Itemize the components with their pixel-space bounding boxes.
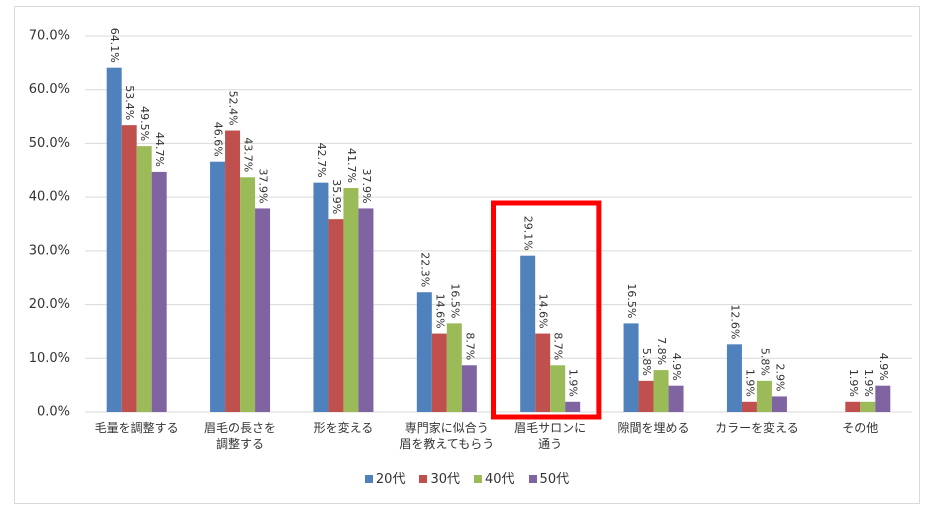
y-tick-label: 0.0%: [37, 405, 70, 420]
y-tick-label: 60.0%: [29, 82, 70, 97]
legend-label: 20代: [375, 472, 406, 487]
x-tick-label: 毛量を調整する: [94, 421, 179, 435]
bar: [860, 401, 876, 412]
bar: [431, 333, 447, 412]
value-label: 64.1%: [108, 28, 121, 63]
value-label: 5.8%: [758, 348, 771, 376]
bar: [845, 401, 861, 412]
bar: [875, 385, 891, 412]
bar: [106, 67, 122, 412]
x-tick-label: カラーを変える: [715, 421, 799, 435]
value-label: 46.6%: [212, 122, 225, 157]
value-label: 49.5%: [138, 106, 151, 141]
value-label: 41.7%: [345, 148, 358, 183]
y-tick-label: 40.0%: [29, 190, 70, 205]
legend-swatch: [364, 475, 373, 483]
legend-swatch: [528, 475, 537, 483]
value-label: 2.9%: [773, 363, 786, 391]
bar: [756, 380, 772, 412]
bar: [771, 396, 787, 412]
legend: 20代 30代 40代 50代: [0, 468, 934, 487]
bar: [328, 219, 344, 412]
y-tick-label: 70.0%: [29, 29, 70, 44]
bar: [638, 380, 654, 412]
value-label: 1.9%: [743, 369, 756, 397]
value-label: 7.8%: [655, 337, 668, 365]
value-label: 5.8%: [640, 348, 653, 376]
bar: [255, 208, 271, 412]
legend-item: 40代: [474, 468, 515, 487]
value-label: 1.9%: [567, 369, 580, 397]
bar: [136, 146, 152, 412]
bar: [121, 125, 137, 412]
value-label: 44.7%: [153, 132, 166, 167]
bar: [240, 177, 256, 412]
chart-frame: [14, 6, 920, 504]
value-label: 37.9%: [360, 168, 373, 203]
x-tick-label: その他: [842, 421, 879, 435]
y-tick-label: 10.0%: [29, 351, 70, 366]
value-label: 53.4%: [123, 85, 136, 120]
legend-item: 50代: [528, 468, 570, 487]
bar: [535, 333, 551, 412]
value-label: 14.6%: [433, 294, 446, 329]
bar: [358, 208, 374, 412]
value-label: 1.9%: [847, 369, 860, 397]
value-label: 42.7%: [315, 143, 328, 178]
value-label: 16.5%: [448, 283, 461, 318]
value-label: 8.7%: [463, 332, 476, 360]
x-tick-label: 形を変える: [313, 421, 374, 435]
bar: [225, 130, 241, 412]
bar: [313, 182, 329, 412]
value-label: 12.6%: [728, 304, 741, 339]
value-label: 14.6%: [537, 294, 550, 329]
x-tick-label: 眉毛サロンに 通う: [514, 421, 587, 451]
bar: [151, 171, 167, 412]
bar: [565, 401, 581, 412]
value-label: 4.9%: [670, 353, 683, 381]
bar: [653, 370, 669, 412]
value-label: 16.5%: [625, 283, 638, 318]
bar: [741, 401, 757, 412]
bar: [461, 365, 477, 412]
value-label: 52.4%: [227, 91, 240, 126]
value-label: 43.7%: [242, 137, 255, 172]
y-tick-label: 30.0%: [29, 243, 70, 258]
legend-label: 40代: [485, 472, 515, 487]
legend-label: 50代: [539, 472, 570, 487]
value-label: 22.3%: [418, 252, 431, 287]
legend-swatch: [474, 475, 482, 483]
y-tick-label: 20.0%: [29, 297, 70, 312]
legend-label: 30代: [430, 472, 460, 487]
highlight-box: [491, 200, 602, 420]
value-label: 8.7%: [552, 332, 565, 360]
bar: [623, 323, 639, 412]
bar: [446, 323, 462, 412]
legend-swatch: [419, 475, 428, 483]
x-tick-label: 隙間を埋める: [617, 421, 690, 435]
legend-item: 30代: [419, 468, 460, 487]
bar: [343, 188, 359, 412]
value-label: 29.1%: [522, 216, 535, 251]
bar: [726, 344, 742, 412]
bar: [668, 385, 684, 412]
bar: [210, 161, 226, 412]
value-label: 37.9%: [257, 168, 270, 203]
legend-item: 20代: [364, 468, 406, 487]
bar: [416, 292, 432, 412]
x-tick-label: 眉毛の長さを 調整する: [204, 421, 277, 451]
value-label: 1.9%: [862, 369, 875, 397]
bar: [520, 255, 536, 412]
x-tick-label: 専門家に似合う 眉を教えてもらう: [399, 421, 495, 451]
value-label: 4.9%: [877, 353, 890, 381]
bar: [550, 365, 566, 412]
value-label: 35.9%: [330, 179, 343, 214]
y-tick-label: 50.0%: [29, 136, 70, 151]
